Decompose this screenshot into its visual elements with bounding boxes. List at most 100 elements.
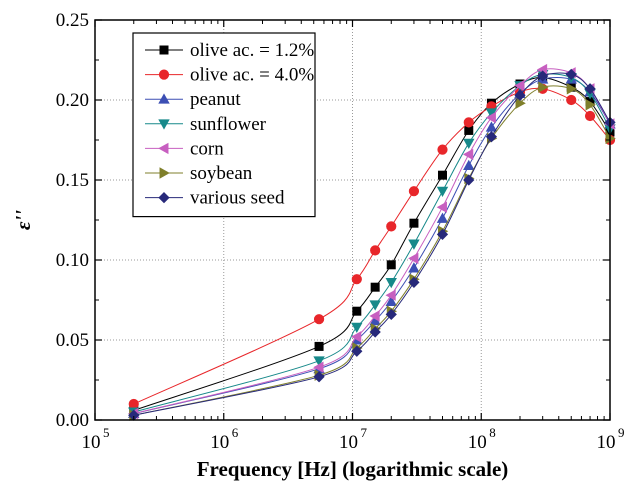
legend: olive ac. = 1.2% olive ac. = 4.0% peanut su…	[132, 32, 316, 218]
x-tick-label: 10	[210, 432, 229, 453]
data-point	[369, 300, 381, 311]
data-point	[538, 81, 549, 93]
data-point	[566, 94, 577, 106]
x-tick-label: 10	[339, 432, 358, 453]
y-axis-title: ε''	[11, 210, 35, 230]
data-point	[386, 221, 397, 232]
legend-marker	[159, 167, 170, 179]
data-point	[409, 218, 419, 228]
data-point	[408, 276, 420, 289]
data-point	[351, 322, 363, 334]
series-line	[133, 72, 611, 416]
legend-item: soybean	[145, 163, 253, 184]
data-point	[436, 186, 449, 198]
data-point	[463, 138, 475, 150]
legend-marker	[159, 45, 169, 55]
data-point	[436, 228, 449, 241]
data-point	[437, 144, 448, 155]
data-point	[463, 117, 474, 128]
data-point	[313, 356, 325, 367]
y-tick-label: 0.25	[56, 10, 89, 31]
y-tick-label: 0.00	[56, 410, 89, 431]
legend-item: corn	[145, 138, 224, 159]
y-tick-label: 0.05	[56, 330, 89, 351]
data-point	[408, 239, 420, 250]
series-7	[128, 68, 616, 421]
legend-label: sunflower	[190, 114, 267, 135]
data-point	[314, 341, 324, 351]
x-tick-exponent: 7	[361, 425, 368, 440]
data-point	[313, 361, 324, 373]
data-point	[462, 148, 474, 161]
legend-label: peanut	[190, 89, 241, 110]
data-point	[370, 245, 381, 256]
legend-item: olive ac. = 1.2%	[145, 40, 314, 61]
data-point	[437, 170, 447, 180]
legend-label: olive ac. = 1.2%	[190, 40, 314, 61]
legend-marker	[158, 119, 170, 130]
y-tick-label: 0.10	[56, 250, 89, 271]
data-point	[351, 274, 362, 285]
legend-marker	[158, 93, 170, 104]
legend-label: corn	[190, 138, 224, 159]
data-point	[463, 174, 475, 186]
data-point	[385, 289, 396, 301]
legend-item: olive ac. = 4.0%	[145, 65, 314, 86]
y-tick-label: 0.15	[56, 170, 89, 191]
legend-marker	[158, 142, 169, 155]
data-point	[351, 345, 363, 357]
data-point	[370, 282, 380, 292]
legend-item: sunflower	[145, 114, 267, 135]
data-point	[369, 310, 380, 322]
data-point	[350, 331, 362, 343]
legend-item: peanut	[145, 89, 241, 110]
legend-label: various seed	[190, 188, 285, 209]
data-point	[537, 70, 549, 82]
data-point	[408, 186, 420, 197]
x-tick-label: 10	[597, 432, 616, 453]
data-point	[485, 131, 498, 143]
data-point	[313, 371, 325, 383]
x-tick-exponent: 5	[103, 425, 110, 440]
data-point	[566, 83, 578, 95]
data-point	[584, 83, 596, 95]
data-point	[485, 111, 496, 124]
legend-label: soybean	[190, 163, 253, 184]
data-point	[436, 201, 447, 213]
data-point	[128, 398, 139, 410]
x-axis-title: Frequency [Hz] (logarithmic scale)	[197, 457, 509, 481]
legend-item: various seed	[145, 188, 285, 209]
data-point	[385, 277, 397, 289]
data-point	[515, 97, 526, 109]
legend-marker	[158, 69, 170, 80]
x-tick-exponent: 8	[489, 425, 496, 440]
data-point	[352, 306, 362, 316]
data-point	[408, 252, 419, 265]
legend-marker	[158, 191, 170, 204]
data-point	[408, 262, 420, 273]
series-group	[127, 63, 616, 421]
series-5	[127, 63, 615, 420]
data-point	[514, 79, 525, 92]
data-point	[385, 308, 397, 321]
data-point	[463, 159, 475, 171]
x-tick-exponent: 6	[232, 425, 239, 440]
series-2	[128, 83, 616, 410]
series-line	[133, 85, 611, 416]
x-tick-exponent: 9	[618, 425, 625, 440]
data-point	[585, 99, 596, 111]
data-point	[386, 260, 396, 270]
y-tick-label: 0.20	[56, 90, 89, 111]
data-point	[514, 89, 526, 101]
data-point	[584, 110, 596, 122]
x-tick-label: 10	[468, 432, 487, 453]
data-point	[436, 212, 449, 223]
legend-label: olive ac. = 4.0%	[190, 65, 314, 86]
data-point	[313, 314, 325, 325]
data-point	[369, 326, 381, 338]
x-tick-label: 10	[82, 432, 101, 453]
data-point	[385, 295, 397, 307]
data-point	[565, 68, 577, 81]
